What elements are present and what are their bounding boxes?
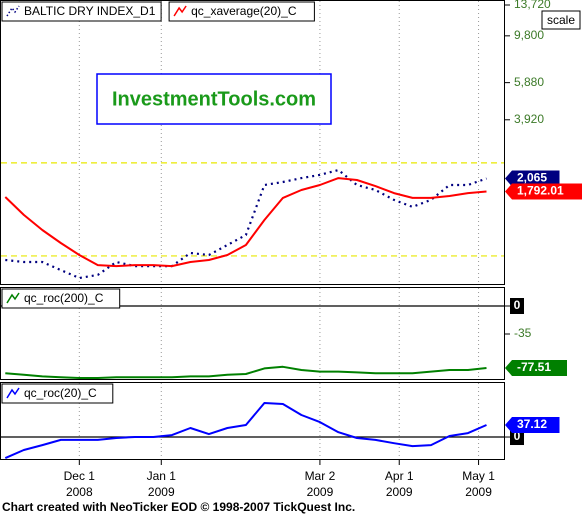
legend-box [1,288,121,309]
legend-label: qc_roc(20)_C [24,386,97,400]
legend-label: BALTIC DRY INDEX_D1 [24,4,156,18]
x-tick-label: Jan 1 [147,469,177,483]
series-line [5,168,487,280]
x-tick-year: 2009 [386,485,413,499]
series-line [4,402,487,460]
panel-frame [0,287,505,380]
scale-button[interactable] [541,10,581,30]
value-tag: -77.51 [517,360,551,374]
x-tick-year: 2009 [148,485,175,499]
series-line [4,177,487,268]
x-tick-year: 2008 [66,485,93,499]
watermark: InvestmentTools.com [112,88,316,110]
footer: Chart created with NeoTicker EOD © 1998-… [2,500,355,514]
watermark-box [96,73,332,125]
x-tick-label: Apr 1 [385,469,414,483]
y-tick-label: 9,800 [514,28,544,42]
legend-box [1,383,114,404]
legend-icon [6,387,20,399]
value-tag-box [505,183,582,200]
y-tick-label: 13,720 [514,0,551,11]
legend-label: qc_xaverage(20)_C [191,4,297,18]
legend-box [168,1,315,22]
scale-button-label[interactable]: scale [547,13,575,27]
legend-box [1,1,162,22]
x-tick-label: Mar 2 [305,469,336,483]
legend-label: qc_roc(200)_C [24,291,104,305]
y-tick-label: 0 [514,298,521,312]
x-tick-year: 2009 [307,485,334,499]
panel-frame [0,0,505,285]
legend-icon [6,292,20,304]
legend-icon [173,5,187,17]
y-tick-label-box [510,298,524,314]
value-tag-box [505,170,560,187]
y-tick-label: -35 [514,326,532,340]
value-tag: 2,065 [517,171,547,185]
series-line [5,365,487,379]
value-tag-box [505,360,567,377]
value-tag: 37.12 [517,417,547,431]
y-tick-label-box [510,429,524,446]
value-tag: 1,792.01 [517,184,564,198]
x-tick-label: Dec 1 [64,469,96,483]
x-tick-label: May 1 [462,469,495,483]
legend-icon [6,5,20,17]
y-tick-label: 0 [514,429,521,443]
y-tick-label: 5,880 [514,75,544,89]
x-tick-year: 2009 [465,485,492,499]
y-tick-label: 3,920 [514,112,544,126]
value-tag-box [505,417,560,434]
panel-frame [0,382,505,460]
